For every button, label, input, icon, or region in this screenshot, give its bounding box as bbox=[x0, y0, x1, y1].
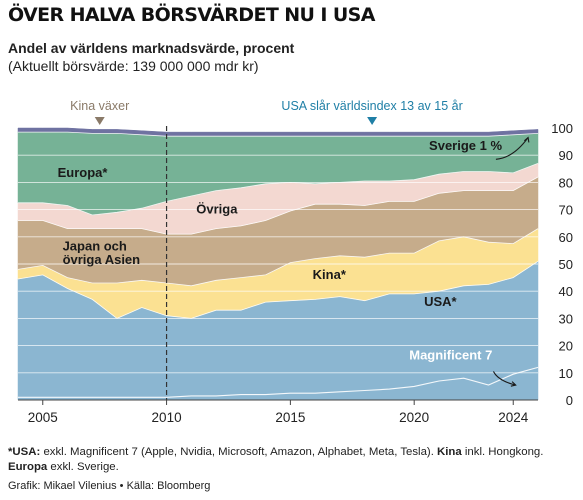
market-value-note: (Aktuellt börsvärde: 139 000 000 mdr kr) bbox=[8, 58, 259, 74]
y-tick-label-100: 100 bbox=[551, 121, 573, 136]
page-title: ÖVER HALVA BÖRSVÄRDET NU I USA bbox=[8, 4, 375, 26]
sverige-pointer bbox=[495, 137, 529, 160]
axes: 0 10 20 30 40 50 60 70 80 90 100 2005 2010 2015 2020 20… bbox=[18, 121, 573, 425]
sverige-pointer-head bbox=[523, 136, 530, 143]
y-tick-label-10: 10 bbox=[559, 366, 573, 381]
label-europa: Europa* bbox=[58, 165, 109, 180]
x-tick-label-2010: 2010 bbox=[152, 410, 182, 425]
x-tick-label-2005: 2005 bbox=[28, 410, 58, 425]
annotations: Kina växer USA slår världsindex 13 av 15 … bbox=[70, 99, 463, 125]
boundary-europa bbox=[18, 131, 539, 137]
y-tick-label-90: 90 bbox=[559, 148, 573, 163]
annotation-china-growth: Kina växer bbox=[70, 99, 129, 113]
label-sverige: Sverige 1 % bbox=[429, 138, 502, 153]
footnote-usa-kina: *USA: exkl. Magnificent 7 (Apple, Nvidia… bbox=[8, 446, 543, 458]
boundary-magnificent7 bbox=[18, 366, 539, 398]
label-ovriga: Övriga bbox=[196, 202, 238, 217]
magnificent7-pointer bbox=[492, 371, 516, 386]
boundary-usa bbox=[17, 260, 539, 319]
chart-subtitle: Andel av världens marknadsvärde, procent bbox=[8, 40, 295, 56]
y-tick-label-20: 20 bbox=[559, 339, 573, 354]
annotation-usa-beats-index: USA slår världsindex 13 av 15 år bbox=[281, 99, 462, 113]
y-tick-label-50: 50 bbox=[559, 257, 573, 272]
boundary-kina bbox=[17, 228, 539, 287]
label-japan1: Japan och bbox=[63, 238, 127, 253]
label-kina: Kina* bbox=[313, 267, 347, 282]
x-tick-label-2015: 2015 bbox=[275, 410, 305, 425]
annotation-marker-usa-beats-index bbox=[367, 117, 378, 125]
area-boundaries bbox=[17, 131, 539, 398]
footnote-kina-text: inkl. Hongkong. bbox=[461, 446, 544, 458]
y-tick-label-0: 0 bbox=[566, 393, 573, 408]
area-layers bbox=[17, 127, 539, 401]
y-tick-label-40: 40 bbox=[559, 284, 573, 299]
label-usa: USA* bbox=[424, 294, 457, 309]
footnote-europa: Europa exkl. Sverige. bbox=[8, 461, 119, 473]
footnote-kina-term: Kina bbox=[437, 446, 462, 458]
y-tick-label-70: 70 bbox=[559, 203, 573, 218]
footnote-usa-term: *USA: bbox=[8, 446, 41, 458]
x-tick-label-2020: 2020 bbox=[399, 410, 429, 425]
annotation-marker-china-growth bbox=[94, 117, 105, 125]
y-tick-label-60: 60 bbox=[559, 230, 573, 245]
grid-lines bbox=[18, 154, 538, 374]
x-tick-label-2024: 2024 bbox=[498, 410, 529, 425]
boundary-ovriga bbox=[18, 163, 539, 216]
footnote-europa-term: Europa bbox=[8, 461, 48, 473]
y-tick-label-30: 30 bbox=[559, 311, 573, 326]
credit-line: Grafik: Mikael Vilenius • Källa: Bloombe… bbox=[8, 480, 211, 492]
boundary-japan bbox=[18, 176, 539, 235]
footnote-usa-text: exkl. Magnificent 7 (Apple, Nvidia, Micr… bbox=[40, 446, 438, 458]
label-magnificent7: Magnificent 7 bbox=[409, 348, 492, 363]
magnificent7-pointer-head bbox=[510, 381, 517, 387]
stacked-area-chart: 0 10 20 30 40 50 60 70 80 90 100 2005 2010 2015 2020 20… bbox=[17, 99, 573, 425]
label-japan2: övriga Asien bbox=[63, 252, 141, 267]
footnote-europa-text: exkl. Sverige. bbox=[47, 461, 119, 473]
y-tick-label-80: 80 bbox=[559, 175, 573, 190]
